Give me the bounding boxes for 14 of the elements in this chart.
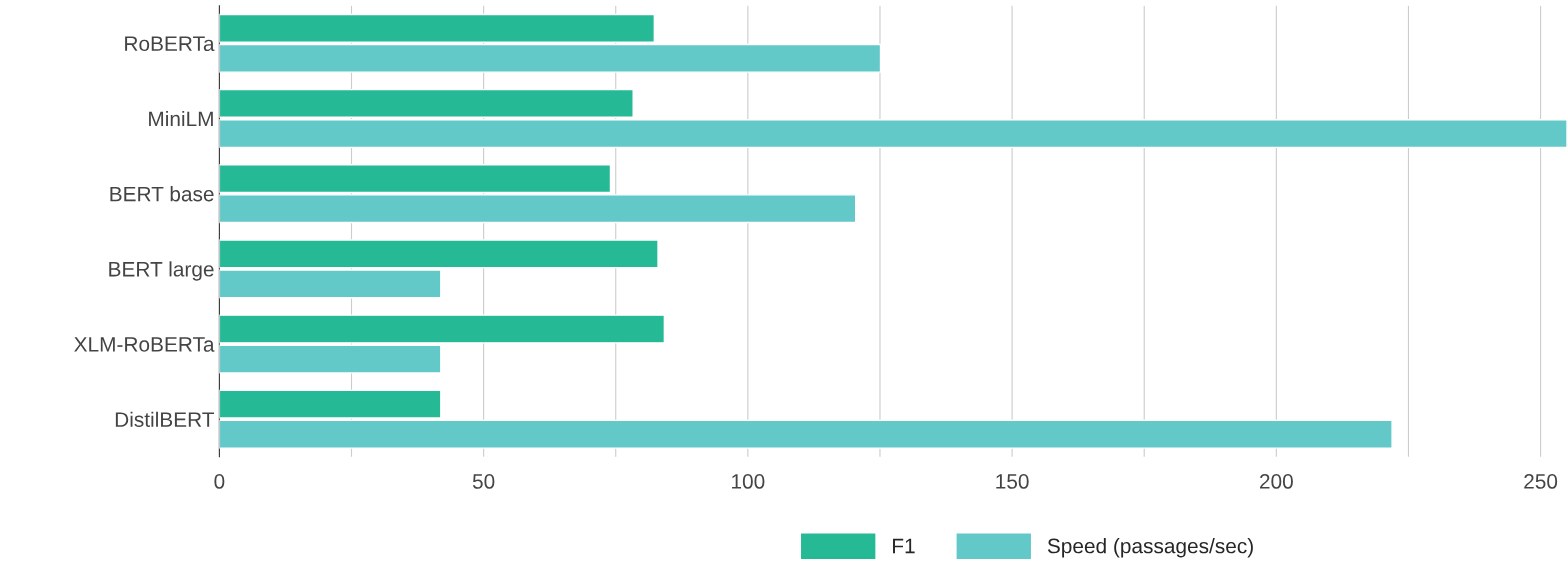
x-tick-label: 50: [472, 474, 495, 489]
y-tick-label: BERT base: [110, 186, 214, 202]
legend-label: Speed (passages/sec): [1047, 538, 1253, 558]
y-tick-label: MiniLM: [149, 110, 213, 127]
y-tick-label: XLM-RoBERTa: [74, 337, 215, 352]
x-tick-label: 150: [996, 474, 1029, 489]
x-tick-label: 250: [1524, 474, 1558, 489]
legend-label: F1: [893, 538, 915, 554]
x-tick-label: 0: [214, 474, 225, 489]
y-tick-label: BERT large: [109, 261, 214, 281]
x-tick-label: 200: [1260, 474, 1293, 489]
y-tick-label: RoBERTa: [125, 36, 215, 52]
y-tick-label: DistilBERT: [115, 411, 215, 427]
x-tick-label: 100: [732, 474, 765, 489]
